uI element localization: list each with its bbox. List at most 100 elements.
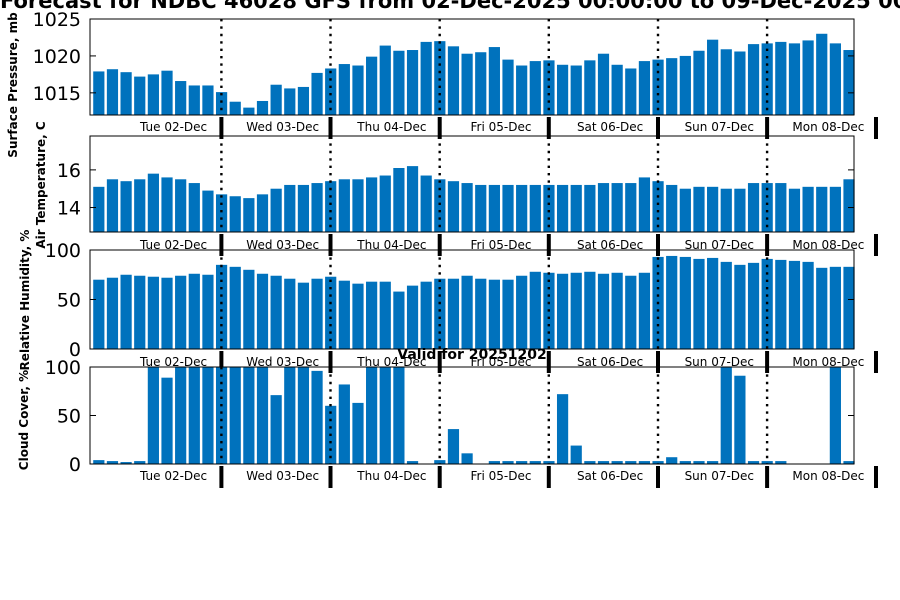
bar xyxy=(161,277,173,349)
bar xyxy=(134,76,146,115)
bar xyxy=(229,101,241,115)
y-tick-label: 50 xyxy=(57,290,81,312)
x-tick-label: Fri 05-Dec xyxy=(471,120,532,134)
bar xyxy=(625,68,637,115)
bar xyxy=(461,275,473,349)
bar xyxy=(202,367,214,464)
bar xyxy=(638,272,651,349)
bar xyxy=(134,461,146,464)
bar xyxy=(707,461,719,464)
bar xyxy=(243,367,255,464)
bar xyxy=(175,275,187,349)
bar xyxy=(215,367,228,464)
chart-panel-2: 14 16 Tue 02-Dec Wed 03-Dec Thu 04-Dec Fri 05… xyxy=(34,121,878,256)
bar xyxy=(502,184,514,232)
bar xyxy=(584,184,596,232)
bar xyxy=(297,282,310,349)
bar xyxy=(625,461,637,464)
y-tick-label: 14 xyxy=(57,198,81,220)
bar xyxy=(516,65,528,115)
bar xyxy=(529,184,541,232)
bar xyxy=(461,183,473,232)
bar xyxy=(666,58,678,115)
bar xyxy=(393,291,405,349)
x-tick-label: Sat 06-Dec xyxy=(577,469,643,483)
bar xyxy=(829,367,841,464)
bar xyxy=(202,274,214,349)
bar xyxy=(311,183,323,232)
bar xyxy=(93,71,105,115)
bar xyxy=(693,50,705,115)
bar xyxy=(93,186,105,232)
bar xyxy=(393,367,405,464)
bar xyxy=(352,179,364,232)
bar xyxy=(611,461,623,464)
x-tick-label: Sun 07-Dec xyxy=(685,355,754,369)
bar xyxy=(420,175,432,232)
y-tick-label: 50 xyxy=(57,406,81,428)
bar xyxy=(256,367,269,464)
bar xyxy=(734,188,746,232)
bar xyxy=(556,394,569,464)
bar xyxy=(843,179,855,232)
bar xyxy=(147,74,159,115)
bar xyxy=(761,461,773,464)
bar xyxy=(775,259,787,349)
bar xyxy=(379,367,391,464)
chart-panel-3: 0 50 100 Tue 02-Dec Wed 03-Dec Thu 04-Dec Fri … xyxy=(18,230,878,373)
bar xyxy=(243,198,255,232)
bar xyxy=(447,181,460,232)
bar xyxy=(652,181,664,232)
bar xyxy=(543,184,555,232)
bar xyxy=(202,85,214,115)
axes-box xyxy=(89,135,855,233)
bar xyxy=(638,61,651,115)
bar xyxy=(488,461,500,464)
bar xyxy=(693,461,705,464)
bar xyxy=(215,194,228,232)
bar xyxy=(120,274,132,349)
bar xyxy=(229,266,241,349)
bar xyxy=(284,88,296,115)
bar xyxy=(788,43,801,116)
bar xyxy=(134,275,146,349)
bar xyxy=(556,184,569,232)
bar xyxy=(584,271,596,349)
bar xyxy=(93,460,105,464)
bar xyxy=(256,273,269,349)
bar xyxy=(816,33,828,115)
bar xyxy=(420,281,432,349)
bar xyxy=(597,273,610,349)
bar xyxy=(379,281,391,349)
bar xyxy=(611,272,623,349)
bar xyxy=(270,395,282,464)
x-tick-label: Thu 04-Dec xyxy=(356,238,426,252)
bar xyxy=(147,276,159,349)
x-tick-label: Mon 08-Dec xyxy=(792,469,864,483)
bar xyxy=(802,186,814,232)
y-axis-label: Surface Pressure, mb xyxy=(6,12,20,158)
bar xyxy=(693,258,705,349)
bar xyxy=(284,367,296,464)
bar xyxy=(611,64,623,115)
bar xyxy=(638,461,651,464)
y-tick-label: 100 xyxy=(45,357,81,379)
bar xyxy=(461,453,473,464)
bar xyxy=(747,183,760,232)
bar xyxy=(188,85,200,115)
y-tick-label: 1015 xyxy=(33,83,81,105)
bar xyxy=(215,264,228,349)
bar xyxy=(488,279,500,349)
bar xyxy=(584,461,596,464)
bar xyxy=(707,39,719,115)
bar xyxy=(734,264,746,349)
bar xyxy=(311,278,323,349)
bar xyxy=(434,278,446,349)
y-tick-label: 100 xyxy=(45,240,81,262)
bar xyxy=(366,56,378,115)
bar xyxy=(720,188,732,232)
bar xyxy=(188,367,200,464)
bar xyxy=(802,40,814,115)
bar xyxy=(188,183,200,232)
axes-box xyxy=(89,18,855,116)
